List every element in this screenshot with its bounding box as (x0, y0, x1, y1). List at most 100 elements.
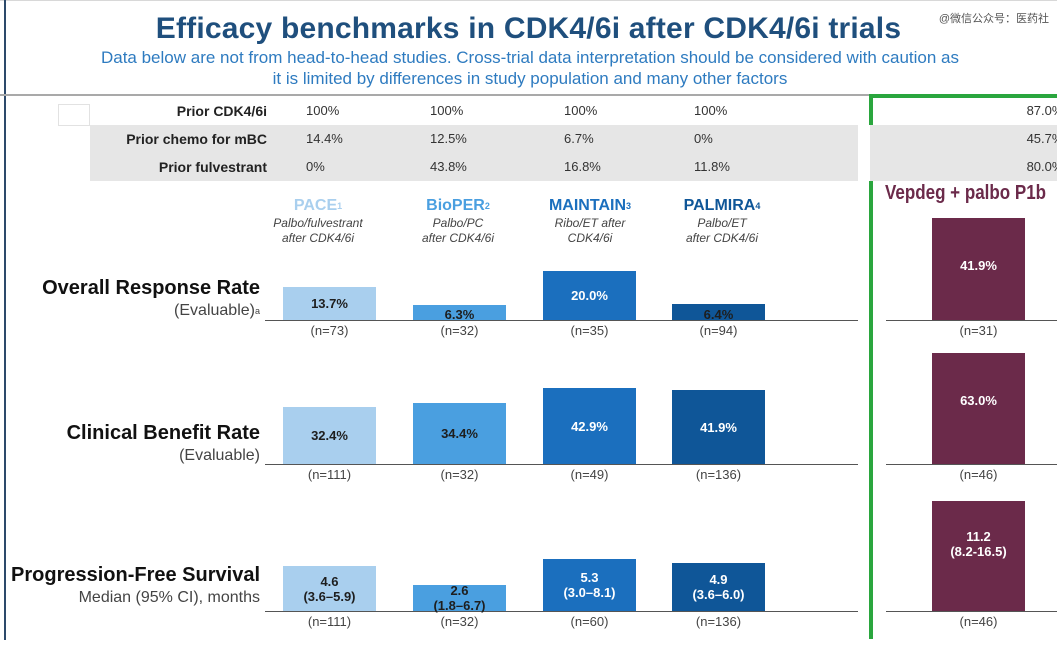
bar-palmira: 4.9 (3.6–6.0) (672, 563, 765, 611)
study-desc-line2: after CDK4/6i (421, 231, 495, 245)
study-name: PACE1 (293, 197, 343, 214)
study-header-maintain: MAINTAIN3 Ribo/ET after CDK4/6i (520, 196, 660, 246)
bar-value-label: 63.0% (960, 393, 997, 408)
n-label: (n=136) (695, 614, 742, 629)
metric-title: Overall Response Rate (42, 277, 260, 299)
bar-pace: 32.4% (283, 407, 376, 464)
bar-value-label: 2.6 (1.8–6.7) (433, 583, 486, 613)
watermark: @微信公众号：医药社 (938, 13, 1049, 25)
prior-row-value: 11.8% (694, 159, 730, 174)
study-header-pace: PACE1 Palbo/fulvestrant after CDK4/6i (248, 196, 388, 246)
chart-baseline (265, 320, 858, 321)
prior-row-value: 0% (306, 159, 325, 174)
prior-row-label: Prior chemo for mBC (126, 131, 267, 147)
bar-value-label: 13.7% (311, 296, 348, 311)
prior-row-value: 14.4% (306, 131, 343, 146)
n-label: (n=35) (570, 323, 609, 338)
prior-row-value: 6.7% (564, 131, 594, 146)
bar-value-label: 4.6 (3.6–5.9) (303, 573, 356, 604)
bar-value-label: 6.4% (703, 307, 734, 322)
study-desc-line1: Palbo/fulvestrant (273, 216, 363, 230)
bar-value-label: 5.3 (3.0–8.1) (563, 570, 616, 600)
bar-pace: 13.7% (283, 287, 376, 320)
chart-baseline (265, 611, 858, 612)
study-header-palmira: PALMIRA4 Palbo/ET after CDK4/6i (652, 196, 792, 246)
chart-baseline (886, 464, 1057, 465)
prior-row-value: 45.7% (1026, 131, 1057, 146)
bar-palmira (672, 304, 765, 320)
prior-row: Prior chemo for mBC 14.4% 12.5% 6.7% 0% 45.7% (90, 125, 1057, 153)
n-label: (n=31) (959, 323, 998, 338)
bar-maintain: 42.9% (543, 388, 636, 464)
bar-vepdeg-palbo-p1b: 41.9% (932, 218, 1025, 320)
n-label: (n=46) (959, 614, 998, 629)
metric-subtitle: Median (95% CI), months (78, 589, 260, 606)
n-label: (n=111) (307, 614, 352, 629)
n-label: (n=46) (959, 467, 998, 482)
bar-palmira: 41.9% (672, 390, 765, 464)
metric-pfs: Progression-Free Survival Median (95% CI… (0, 563, 260, 609)
chart-baseline (886, 611, 1057, 612)
bar-maintain: 20.0% (543, 271, 636, 320)
bar-bioper (413, 585, 506, 611)
metric-subtitle: (Evaluable) (179, 447, 260, 464)
study-desc-line1: Ribo/ET after (554, 216, 626, 230)
prior-row-value: 43.8% (430, 159, 467, 174)
bar-value-label: 20.0% (571, 288, 608, 303)
prior-row-value: 100% (306, 103, 340, 118)
header-separator (0, 94, 1057, 96)
bar-value-label: 42.9% (571, 418, 608, 434)
row-gap (858, 153, 870, 181)
study-header-vepdeg: Vepdeg + palbo P1b (885, 182, 1047, 204)
prior-row-value: 0% (694, 131, 713, 146)
page-title: Efficacy benchmarks in CDK4/6i after CDK… (155, 12, 902, 45)
n-label: (n=111) (307, 467, 352, 482)
bar-pace: 4.6 (3.6–5.9) (283, 566, 376, 611)
prior-row-value: 80.0% (1026, 159, 1057, 174)
chart-baseline (265, 464, 858, 465)
prior-row: Prior fulvestrant 0% 43.8% 16.8% 11.8% 80.0% (90, 153, 1057, 181)
study-desc-line2: after CDK4/6i (281, 231, 355, 245)
n-label: (n=49) (570, 467, 609, 482)
prior-row-label: Prior CDK4/6i (176, 103, 267, 119)
study-header-bioper: BioPER2 Palbo/PC after CDK4/6i (388, 196, 528, 246)
n-label: (n=60) (570, 614, 609, 629)
metric-cbr: Clinical Benefit Rate (Evaluable) (0, 421, 260, 467)
n-label: (n=136) (695, 467, 742, 482)
bar-maintain: 5.3 (3.0–8.1) (543, 559, 636, 611)
bar-value-label: 41.9% (960, 258, 997, 273)
bar-value-label: 6.3% (444, 307, 475, 322)
n-label: (n=94) (699, 323, 738, 338)
n-label: (n=32) (440, 614, 479, 629)
blank-box (58, 104, 90, 126)
study-name: BioPER2 (426, 197, 490, 214)
prior-row-value: 100% (564, 103, 598, 118)
study-desc-line2: after CDK4/6i (685, 231, 759, 245)
n-label: (n=32) (440, 323, 479, 338)
prior-row: Prior CDK4/6i 100% 100% 100% 100% 87.0% (90, 97, 1057, 125)
study-name: PALMIRA4 (683, 197, 761, 214)
left-accent-rule (4, 0, 6, 640)
prior-row-value: 100% (430, 103, 464, 118)
prior-row-label: Prior fulvestrant (158, 159, 267, 175)
prior-row-value: 12.5% (430, 131, 467, 146)
highlight-frame (869, 94, 1057, 639)
chart-baseline (886, 320, 1057, 321)
n-label: (n=73) (310, 323, 349, 338)
bar-vepdeg-palbo-p1b: 11.2 (8.2-16.5) (932, 501, 1025, 611)
bar-bioper (413, 305, 506, 320)
bar-value-label: 11.2 (8.2-16.5) (950, 529, 1007, 559)
metric-title: Clinical Benefit Rate (66, 422, 260, 444)
bar-vepdeg-palbo-p1b: 63.0% (932, 353, 1025, 464)
prior-row-value: 87.0% (1026, 103, 1057, 118)
page-subtitle: Data below are not from head-to-head stu… (100, 48, 960, 88)
bar-value-label: 34.4% (441, 426, 478, 441)
metric-subtitle: (Evaluable)a (174, 302, 260, 319)
bar-value-label: 32.4% (311, 428, 348, 443)
prior-row-value: 16.8% (564, 159, 601, 174)
study-name: MAINTAIN3 (548, 197, 632, 214)
metric-title: Progression-Free Survival (11, 564, 260, 586)
bar-value-label: 41.9% (700, 419, 737, 435)
row-gap (858, 125, 870, 153)
header-rule (0, 0, 1057, 1)
